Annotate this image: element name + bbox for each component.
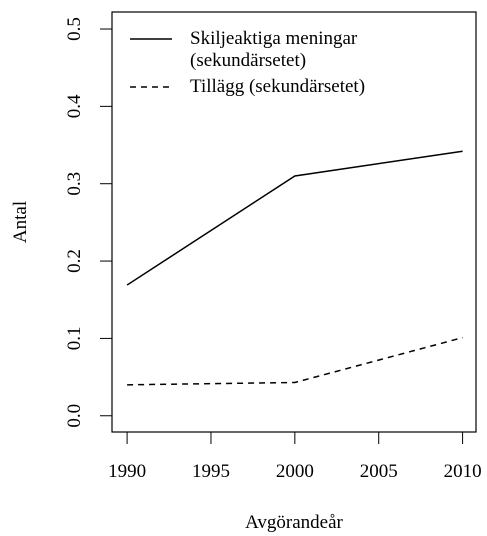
y-tick-label: 0.0	[64, 404, 85, 428]
x-tick-label: 2005	[360, 461, 398, 482]
x-tick-label: 1990	[108, 461, 146, 482]
y-tick-label: 0.3	[64, 172, 85, 196]
y-tick-label: 0.2	[64, 249, 85, 273]
plot-frame	[111, 11, 477, 433]
x-tick-label: 1995	[192, 461, 230, 482]
legend-label: Skiljeaktiga meningar (sekundärsetet)	[190, 28, 358, 71]
y-tick-label: 0.4	[64, 94, 85, 118]
x-axis-title: Avgörandeår	[245, 512, 343, 533]
x-tick-label: 2000	[276, 461, 314, 482]
legend-label: Tillägg (sekundärsetet)	[190, 76, 366, 97]
series-line	[127, 336, 463, 386]
y-tick-label: 0.1	[64, 327, 85, 351]
y-tick-label: 0.5	[64, 17, 85, 41]
legend: Skiljeaktiga meningar (sekundärsetet) Til…	[190, 28, 420, 102]
y-axis-title: Antal	[10, 201, 31, 243]
x-tick-label: 2010	[444, 461, 482, 482]
series-line	[126, 150, 463, 286]
